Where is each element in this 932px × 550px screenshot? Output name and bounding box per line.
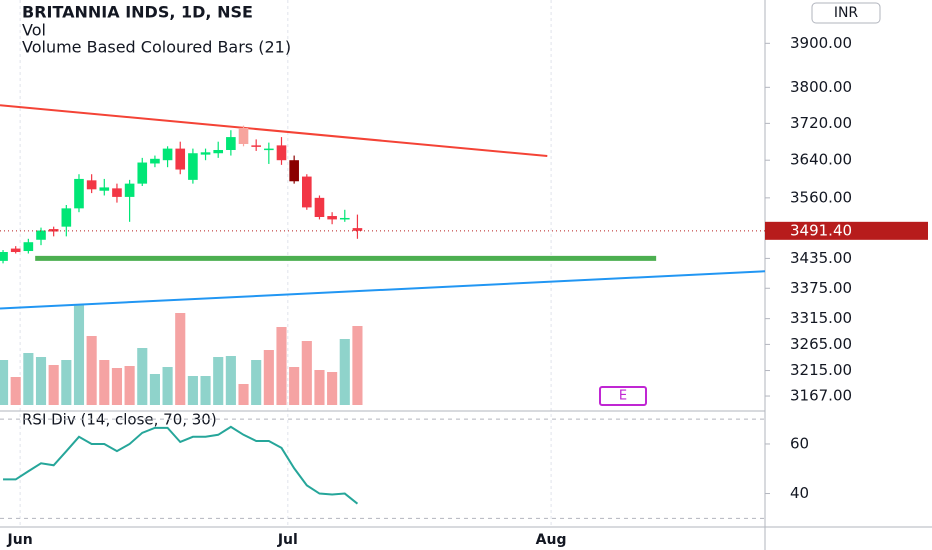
rsi-line — [3, 425, 359, 505]
currency[interactable]: INR — [834, 5, 859, 21]
volume-bar — [23, 353, 34, 405]
volume-bar — [301, 341, 312, 405]
candle-body — [314, 197, 325, 217]
candle-body — [36, 230, 46, 240]
candle-body — [302, 176, 312, 208]
y-tick-label: 3900.00 — [790, 34, 852, 52]
currency-box[interactable] — [811, 2, 881, 24]
rsi-tick-label: 60 — [790, 434, 809, 452]
trend-line — [0, 104, 548, 158]
y-tick-label: 3560.00 — [790, 188, 852, 206]
x-tick-label: Jul — [277, 532, 298, 548]
candle-body — [162, 148, 173, 161]
candle-body — [0, 252, 8, 261]
volume-bar — [137, 348, 148, 405]
y-tick-label: 3640.00 — [790, 151, 852, 169]
y-tick-label: 3215.00 — [790, 361, 852, 379]
candle-body — [48, 229, 59, 232]
volume-bar — [187, 376, 198, 405]
candle-body — [213, 149, 224, 154]
volume-bar — [124, 366, 135, 405]
chart-title: BRITANNIA INDS, 1D, NSE — [22, 3, 253, 22]
candle-body — [339, 217, 350, 220]
volume-bar — [225, 356, 236, 405]
subtitle: Volume Based Coloured Bars (21) — [22, 38, 291, 57]
volume-bar — [35, 357, 47, 405]
event-marker-box[interactable] — [599, 386, 647, 406]
candle-body — [200, 152, 211, 155]
volume-bar — [0, 360, 9, 405]
volume-bar — [99, 360, 110, 405]
y-tick-label: 3800.00 — [790, 78, 852, 96]
y-tick-label: 3315.00 — [790, 309, 852, 327]
volume-bar — [339, 339, 350, 405]
candle-body — [61, 208, 72, 227]
candle-body — [99, 187, 110, 191]
volume-bar — [48, 365, 59, 405]
volume-bar — [289, 367, 300, 405]
candle-body — [86, 180, 97, 190]
volume-bar — [73, 305, 85, 405]
volume-bar — [111, 368, 123, 405]
last-price-label: 3491.40 — [790, 221, 852, 239]
candle-body — [112, 188, 122, 197]
volume-bar — [149, 374, 160, 405]
volume-bar — [175, 313, 186, 405]
candle-body — [124, 183, 135, 197]
volume-bar — [162, 367, 173, 405]
event-marker[interactable]: E — [619, 389, 627, 404]
y-tick-label: 3720.00 — [790, 114, 852, 132]
volume-bar — [327, 372, 338, 405]
y-tick-label: 3167.00 — [790, 387, 852, 405]
volume-bar — [86, 336, 97, 405]
candle-body — [264, 148, 274, 151]
volume-bar — [276, 327, 287, 405]
volume-bar — [263, 350, 274, 405]
trend-line — [0, 270, 766, 310]
subtitle: Vol — [22, 21, 46, 40]
last-price-box — [765, 221, 928, 240]
candle-body — [188, 153, 198, 180]
candle-body — [276, 145, 287, 161]
volume-bar — [10, 377, 21, 405]
x-tick-label: Aug — [536, 532, 567, 548]
rsi-tick-label: 40 — [790, 484, 809, 502]
y-tick-label: 3435.00 — [790, 249, 852, 267]
candle-body — [352, 228, 363, 231]
candle-body — [327, 216, 337, 220]
x-tick-label: Jun — [7, 532, 33, 548]
volume-bar — [251, 360, 262, 405]
candle-body — [137, 162, 148, 184]
y-tick-label: 3265.00 — [790, 335, 852, 353]
candle-body — [150, 158, 160, 164]
volume-bar — [213, 357, 224, 405]
candle-body — [23, 242, 34, 252]
candle-body — [251, 145, 261, 147]
volume-bar — [352, 326, 363, 405]
candle-body — [175, 148, 186, 170]
candle-body — [226, 137, 236, 150]
volume-bar — [238, 384, 249, 405]
candle-body — [238, 127, 249, 144]
candle-body — [10, 248, 21, 253]
volume-bar — [314, 370, 325, 405]
volume-bar — [61, 360, 72, 405]
candle-body — [289, 160, 299, 182]
volume-bar — [200, 376, 211, 405]
y-tick-label: 3375.00 — [790, 279, 852, 297]
candle-body — [74, 178, 84, 209]
rsi-title: RSI Div (14, close, 70, 30) — [22, 411, 217, 429]
